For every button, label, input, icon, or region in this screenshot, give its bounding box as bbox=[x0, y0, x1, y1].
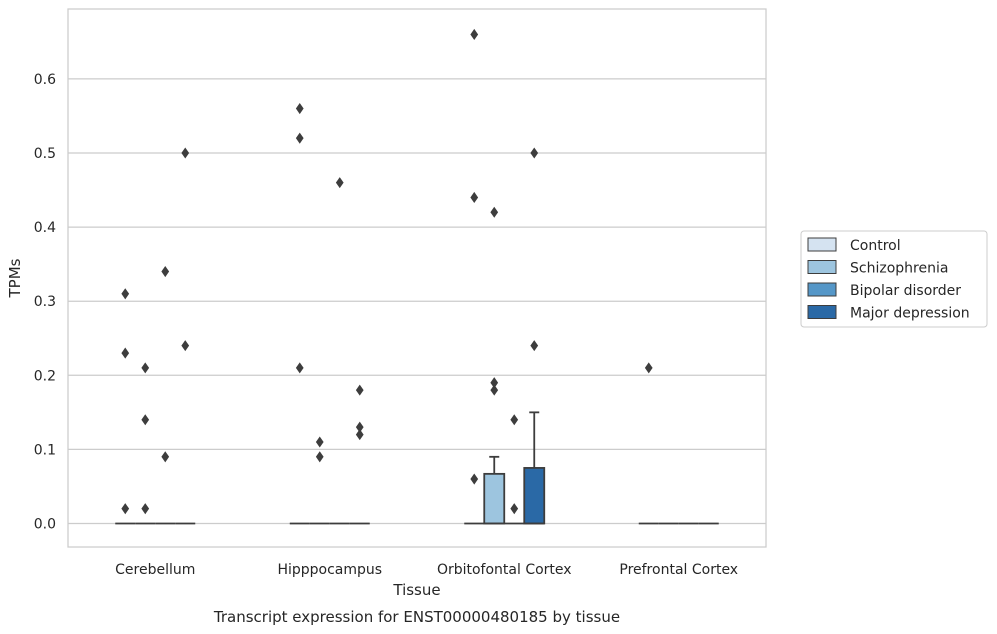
outlier-point bbox=[181, 340, 190, 352]
legend-label: Control bbox=[850, 238, 901, 254]
box-schizophrenia bbox=[483, 206, 506, 525]
outlier-point bbox=[295, 132, 304, 144]
outlier-point bbox=[490, 206, 499, 218]
outlier-point bbox=[470, 191, 479, 203]
outlier-point bbox=[295, 103, 304, 115]
box-control bbox=[115, 288, 136, 525]
outlier-point bbox=[141, 414, 150, 426]
chart-caption: Transcript expression for ENST0000048018… bbox=[213, 608, 620, 626]
box-body bbox=[483, 472, 506, 525]
plot-background bbox=[68, 9, 766, 547]
x-axis-title: Tissue bbox=[392, 581, 440, 599]
legend-label: Bipolar disorder bbox=[850, 283, 961, 299]
outlier-point bbox=[315, 436, 324, 448]
box-control bbox=[464, 28, 485, 525]
x-tick-label: Prefrontal Cortex bbox=[619, 562, 738, 578]
legend-swatch bbox=[807, 237, 837, 252]
y-tick-label: 0.0 bbox=[34, 517, 56, 533]
box-schizophrenia bbox=[309, 436, 330, 525]
box-groups bbox=[115, 28, 719, 525]
outlier-point bbox=[490, 384, 499, 396]
y-tick-label: 0.2 bbox=[34, 368, 56, 384]
legend-label: Major depression bbox=[850, 306, 970, 322]
legend-swatch bbox=[807, 260, 837, 274]
outlier-point bbox=[510, 503, 519, 515]
legend-swatch bbox=[807, 305, 837, 319]
y-tick-label: 0.4 bbox=[34, 220, 56, 236]
outlier-point bbox=[355, 421, 364, 433]
box-major-depression bbox=[349, 384, 370, 525]
outlier-point bbox=[470, 473, 479, 485]
outlier-point bbox=[490, 377, 499, 389]
outlier-point bbox=[335, 177, 344, 189]
box-bipolar-disorder bbox=[329, 177, 350, 525]
x-tick-labels: Cerebellum Hipppocampus Orbitofontal Corte… bbox=[115, 562, 738, 578]
outlier-point bbox=[141, 503, 150, 515]
y-axis-title: TPMs bbox=[6, 258, 24, 298]
outlier-point bbox=[141, 362, 150, 374]
y-tick-label: 0.6 bbox=[34, 72, 56, 88]
box-bipolar-disorder bbox=[155, 266, 176, 525]
y-tick-label: 0.3 bbox=[34, 294, 56, 310]
box-control bbox=[289, 103, 310, 525]
outlier-point bbox=[355, 384, 364, 396]
outlier-point bbox=[181, 147, 190, 159]
outlier-point bbox=[355, 429, 364, 441]
outlier-point bbox=[121, 288, 130, 300]
outlier-point bbox=[530, 147, 539, 159]
box-schizophrenia bbox=[135, 362, 156, 525]
outlier-point bbox=[470, 28, 479, 40]
outlier-point bbox=[644, 362, 653, 374]
legend-swatch bbox=[807, 282, 837, 297]
box-major-depression bbox=[523, 147, 546, 525]
box-major-depression bbox=[175, 147, 196, 525]
legend-frame bbox=[800, 230, 988, 328]
x-tick-label: Orbitofontal Cortex bbox=[437, 562, 572, 578]
outlier-point bbox=[121, 503, 130, 515]
box-body bbox=[523, 467, 546, 525]
outlier-point bbox=[121, 347, 130, 359]
x-tick-label: Hipppocampus bbox=[277, 562, 382, 578]
box-bipolar-disorder bbox=[504, 414, 525, 525]
box-control bbox=[638, 362, 659, 525]
outlier-point bbox=[295, 362, 304, 374]
x-tick-label: Cerebellum bbox=[115, 562, 195, 578]
outlier-point bbox=[161, 451, 170, 463]
legend: Control Schizophrenia Bipolar disorder Majo… bbox=[800, 230, 988, 328]
y-tick-label: 0.1 bbox=[34, 442, 56, 458]
outlier-point bbox=[161, 266, 170, 278]
y-tick-labels: 0.0 0.1 0.2 0.3 0.4 0.5 0.6 bbox=[34, 72, 56, 533]
outlier-point bbox=[530, 340, 539, 352]
outlier-point bbox=[315, 451, 324, 463]
legend-label: Schizophrenia bbox=[850, 261, 948, 277]
outlier-point bbox=[510, 414, 519, 426]
plot-frame bbox=[67, 8, 767, 548]
y-tick-label: 0.5 bbox=[34, 146, 56, 162]
